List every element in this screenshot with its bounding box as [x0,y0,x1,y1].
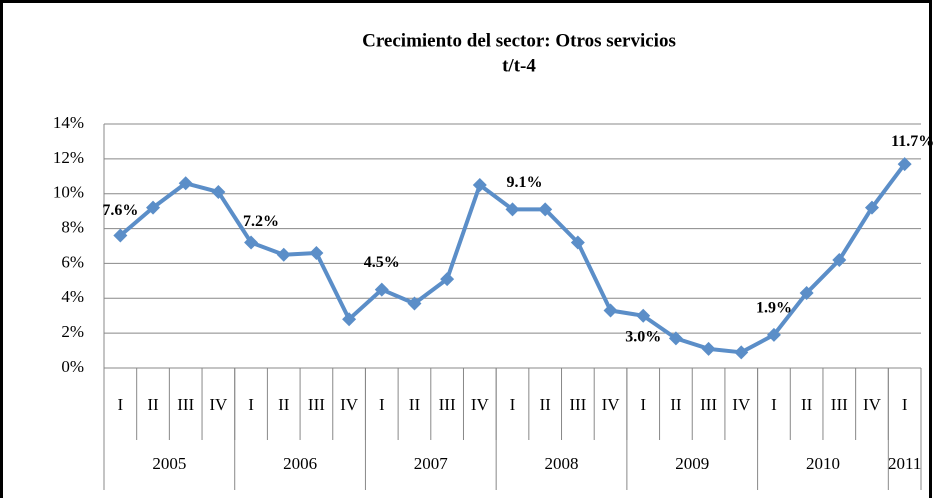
group-label: 2007 [414,454,449,473]
x-tick-label: II [670,395,682,414]
marker [440,272,455,287]
marker [211,184,226,199]
data-label: 7.2% [243,213,279,230]
marker [374,282,389,297]
group-label: 2011 [888,454,921,473]
x-tick-label: II [278,395,290,414]
x-tick-label: III [439,395,456,414]
y-tick-label: 8% [61,217,84,236]
marker [472,178,487,192]
group-label: 2009 [675,454,709,473]
x-tick-label: III [308,395,325,414]
marker [832,252,847,267]
y-tick-label: 2% [61,322,84,341]
x-tick-label: III [831,395,848,414]
data-label: 7.6% [102,202,138,219]
x-tick-label: IV [863,395,882,414]
marker [636,308,651,323]
x-tick-label: I [510,395,516,414]
x-tick-label: II [801,395,813,414]
y-tick-label: 0% [61,357,84,376]
x-tick-label: II [540,395,552,414]
marker [668,331,683,346]
x-tick-label: I [118,395,124,414]
y-tick-label: 10% [53,183,84,202]
marker [538,202,553,217]
group-label: 2008 [545,454,579,473]
marker [113,228,128,243]
marker [603,303,618,318]
marker [146,200,161,215]
x-tick-label: IV [340,395,359,414]
group-label: 2005 [152,454,186,473]
x-tick-label: III [700,395,717,414]
marker [799,286,814,301]
x-tick-label: IV [471,395,490,414]
marker [570,235,585,250]
y-tick-label: 12% [53,148,84,167]
x-tick-label: IV [602,395,621,414]
marker [766,327,781,342]
group-label: 2006 [283,454,317,473]
marker [897,157,912,172]
marker [734,345,749,360]
x-tick-label: I [640,395,646,414]
marker [178,176,193,191]
data-label: 1.9% [756,300,792,317]
x-tick-label: I [379,395,385,414]
x-tick-label: II [147,395,159,414]
marker [407,296,422,311]
x-tick-label: III [177,395,194,414]
data-label: 9.1% [507,174,543,191]
marker [701,341,716,356]
x-tick-label: I [771,395,777,414]
chart-subtitle: t/t-4 [502,55,536,76]
marker [244,235,259,250]
y-tick-label: 4% [61,287,84,306]
marker [864,200,879,215]
data-label: 11.7% [891,133,934,150]
marker [342,312,357,327]
data-label: 3.0% [625,328,661,345]
marker [505,202,520,217]
group-label: 2010 [806,454,840,473]
line [119,162,907,355]
y-tick-label: 14% [53,113,84,132]
x-tick-label: IV [732,395,751,414]
marker [309,245,324,260]
x-tick-label: III [569,395,586,414]
data-label: 4.5% [364,254,400,271]
x-tick-label: I [248,395,254,414]
x-tick-label: IV [209,395,228,414]
chart-title: Crecimiento del sector: Otros servicios [362,30,676,51]
marker [276,247,291,262]
y-tick-label: 6% [61,252,84,271]
x-tick-label: II [409,395,421,414]
x-tick-label: I [902,395,908,414]
